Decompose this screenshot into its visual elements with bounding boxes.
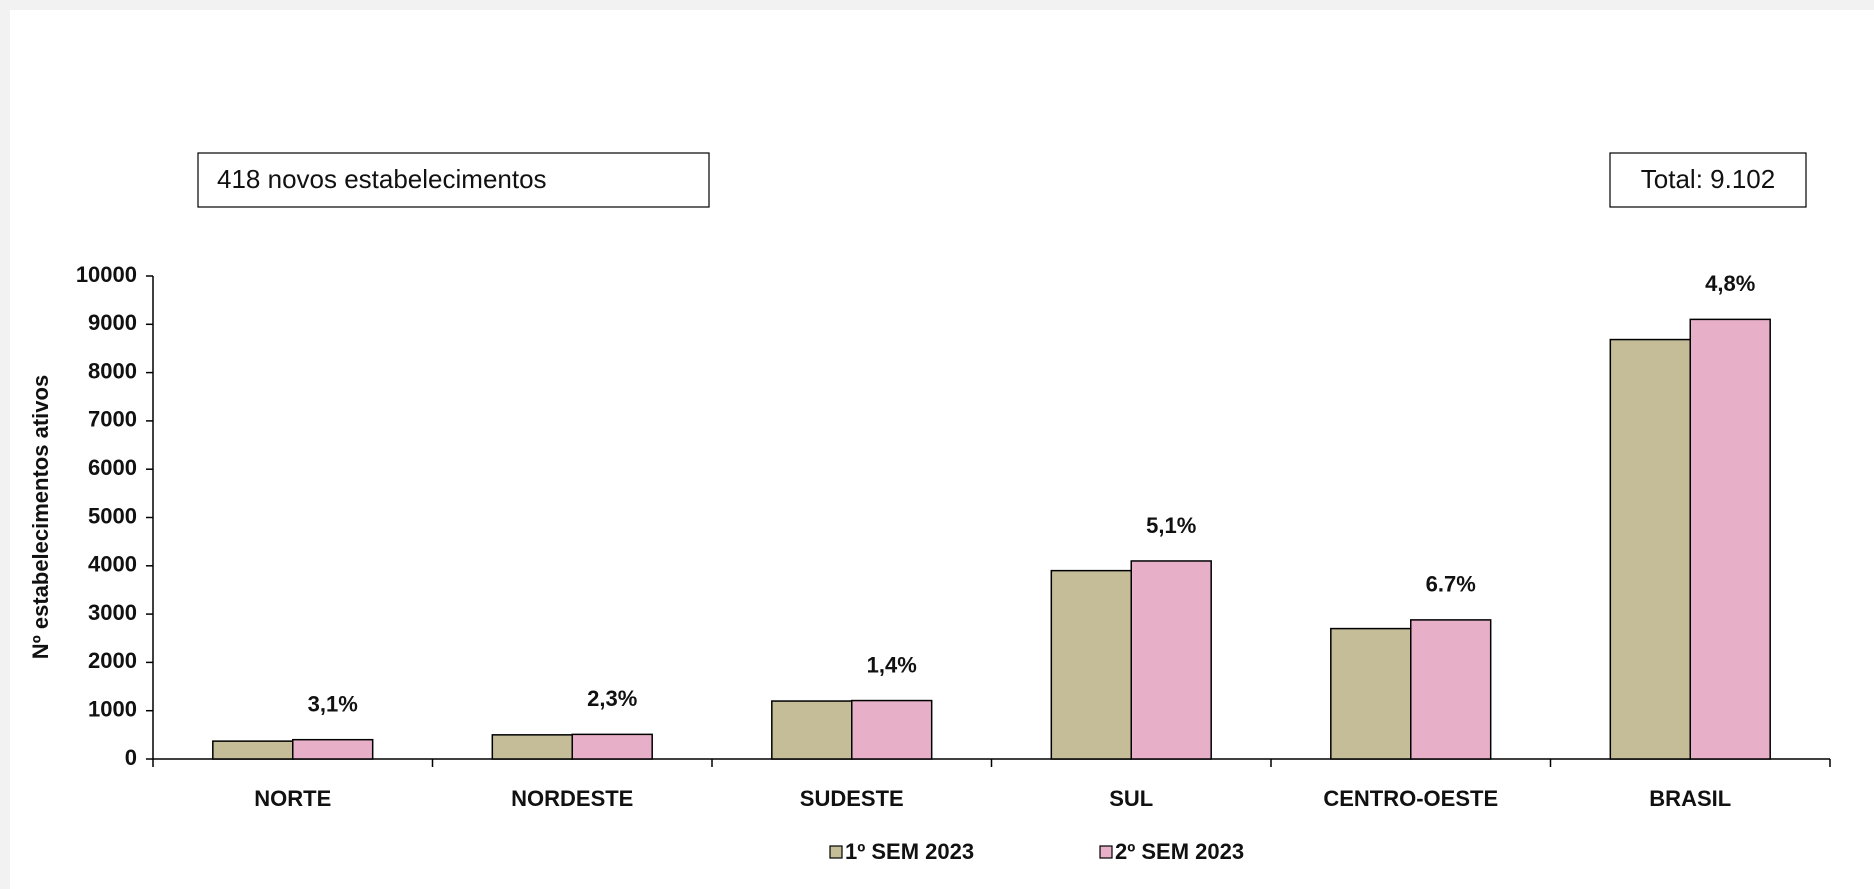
y-tick-label: 0 [125, 745, 137, 770]
y-tick-label: 6000 [88, 455, 137, 480]
info-box [197, 152, 710, 208]
y-tick-label: 1000 [88, 697, 137, 722]
bar [491, 734, 573, 760]
bar [1410, 619, 1492, 760]
info-text: 418 novos estabelecimentos [217, 164, 547, 194]
legend-label: 1º SEM 2023 [845, 839, 974, 864]
total-text: Total: 9.102 [1641, 164, 1775, 194]
x-tick-label: BRASIL [1649, 786, 1731, 811]
y-tick-label: 10000 [76, 262, 137, 287]
bar [1609, 338, 1691, 760]
growth-label: 2,3% [587, 686, 637, 711]
growth-label: 6.7% [1426, 572, 1476, 597]
bar [1689, 318, 1771, 760]
y-tick-label: 3000 [88, 600, 137, 625]
x-tick-label: SUDESTE [800, 786, 904, 811]
y-tick-label: 2000 [88, 648, 137, 673]
y-axis-label: Nº estabelecimentos ativos [28, 375, 53, 659]
legend-swatch [1099, 845, 1113, 859]
growth-label: 3,1% [308, 691, 358, 716]
bar [212, 740, 294, 760]
bar [851, 699, 933, 760]
growth-label: 4,8% [1705, 271, 1755, 296]
x-tick-label: NORDESTE [511, 786, 633, 811]
y-tick-label: 7000 [88, 407, 137, 432]
y-tick-label: 4000 [88, 552, 137, 577]
bar [1050, 569, 1132, 760]
bar [292, 738, 374, 760]
x-tick-label: CENTRO-OESTE [1323, 786, 1498, 811]
bar [1330, 627, 1412, 760]
growth-label: 5,1% [1146, 513, 1196, 538]
bar [571, 733, 653, 760]
growth-label: 1,4% [867, 652, 917, 677]
y-tick-label: 5000 [88, 503, 137, 528]
x-tick-label: NORTE [254, 786, 331, 811]
legend-label: 2º SEM 2023 [1115, 839, 1244, 864]
y-tick-label: 9000 [88, 310, 137, 335]
legend-swatch [829, 845, 843, 859]
bar [1130, 560, 1212, 760]
x-tick-label: SUL [1109, 786, 1153, 811]
y-tick-label: 8000 [88, 358, 137, 383]
total-box [1609, 152, 1807, 208]
bar [771, 700, 853, 760]
